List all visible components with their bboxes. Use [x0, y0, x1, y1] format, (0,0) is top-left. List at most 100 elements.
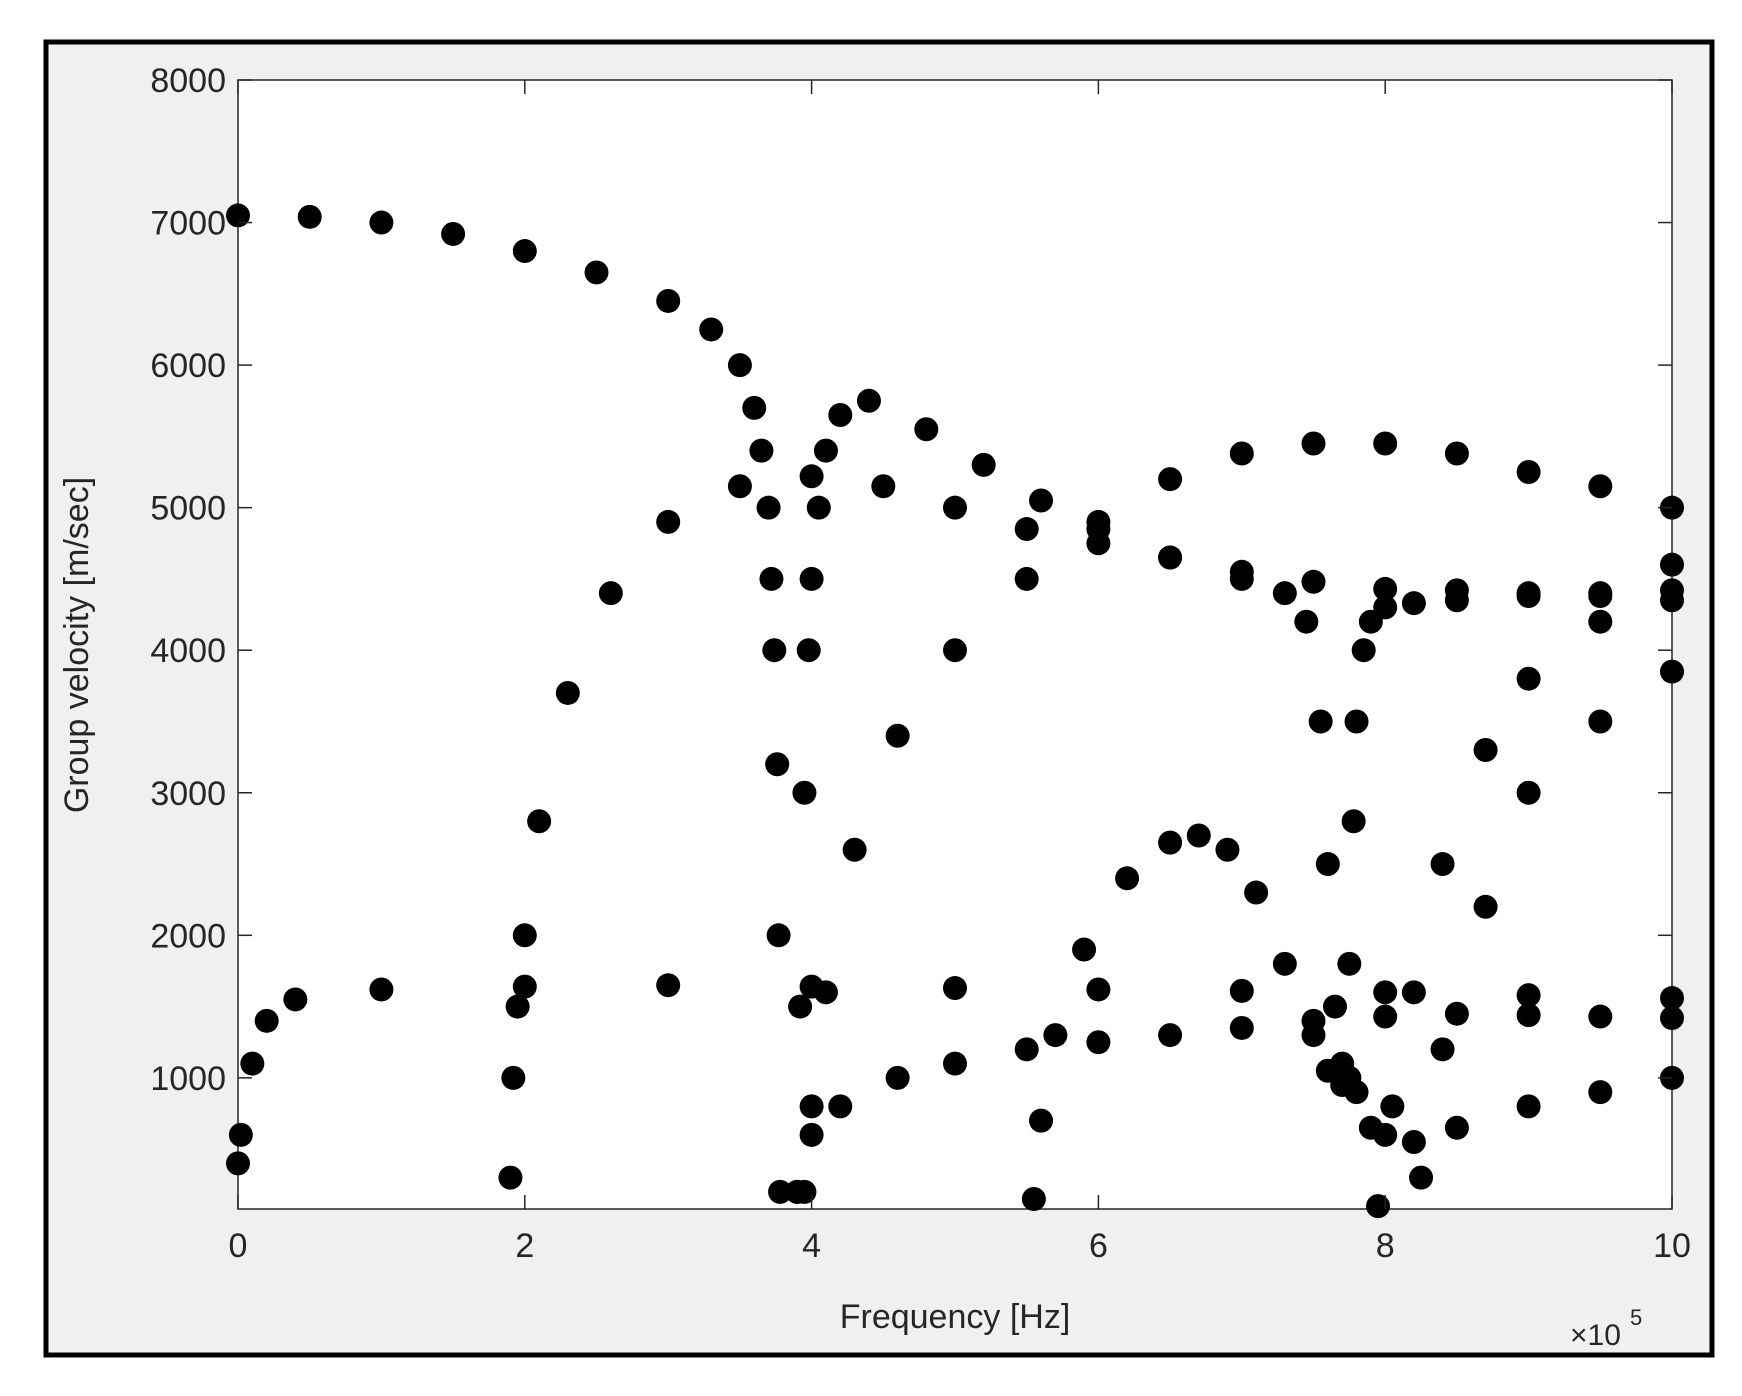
point — [1660, 1005, 1684, 1030]
point — [1401, 1130, 1426, 1155]
point — [501, 1065, 526, 1090]
point — [1588, 474, 1613, 499]
point — [369, 977, 394, 1002]
point — [766, 923, 791, 948]
point — [527, 809, 552, 834]
point — [441, 221, 466, 246]
point — [512, 974, 537, 999]
point — [699, 317, 724, 342]
point — [1315, 852, 1340, 877]
point — [1308, 709, 1333, 734]
point — [1301, 569, 1326, 594]
point — [555, 680, 580, 705]
marks — [226, 203, 1684, 1219]
point — [727, 474, 752, 499]
point — [762, 638, 787, 663]
point — [1660, 986, 1684, 1011]
point — [1516, 666, 1541, 691]
x-scale-exponent: 5 — [1630, 1305, 1642, 1330]
point — [799, 1122, 824, 1147]
point — [856, 388, 881, 413]
point — [1086, 531, 1111, 556]
point — [813, 438, 838, 463]
point — [1301, 1023, 1326, 1048]
point — [1272, 581, 1297, 606]
y-axis-label: Group velocity [m/sec] — [58, 477, 96, 813]
point — [226, 1151, 250, 1176]
point — [1215, 837, 1240, 862]
point — [1029, 1108, 1054, 1133]
point — [943, 638, 967, 663]
point — [1337, 951, 1362, 976]
point — [842, 837, 867, 862]
point — [914, 417, 939, 442]
point — [765, 752, 790, 777]
point — [1021, 1187, 1046, 1212]
point — [226, 203, 250, 228]
point — [1373, 1122, 1398, 1147]
point — [1516, 584, 1541, 609]
x-tick-label: 8 — [1376, 1227, 1395, 1265]
point — [796, 638, 821, 663]
point — [756, 495, 781, 520]
point — [1014, 517, 1039, 542]
point — [1373, 980, 1398, 1005]
x-tick-label: 0 — [229, 1227, 248, 1265]
x-axis-label: Frequency [Hz] — [840, 1298, 1071, 1336]
point — [1294, 609, 1319, 634]
point — [871, 474, 896, 499]
point — [1373, 431, 1398, 456]
point — [828, 1094, 853, 1119]
point — [1014, 1037, 1039, 1062]
x-tick-label: 6 — [1089, 1227, 1108, 1265]
point — [1158, 467, 1183, 492]
point — [1473, 737, 1498, 762]
point — [1115, 866, 1140, 891]
point — [1430, 852, 1455, 877]
point — [1516, 1003, 1541, 1028]
point — [1516, 983, 1541, 1008]
point — [1341, 809, 1366, 834]
point — [788, 994, 813, 1019]
point — [1086, 1030, 1111, 1055]
y-tick-label: 8000 — [150, 62, 226, 100]
point — [1444, 441, 1469, 466]
point — [1301, 431, 1326, 456]
point — [1244, 880, 1269, 905]
point — [828, 402, 853, 427]
point — [1444, 1001, 1469, 1026]
point — [1401, 980, 1426, 1005]
point — [1516, 460, 1541, 485]
point — [240, 1051, 265, 1076]
x-tick-label: 4 — [802, 1227, 821, 1265]
point — [1072, 937, 1097, 962]
point — [1086, 509, 1111, 534]
point — [656, 973, 681, 998]
point — [1351, 638, 1376, 663]
point — [505, 994, 530, 1019]
y-tick-label: 3000 — [150, 775, 226, 813]
point — [1373, 1004, 1398, 1029]
point — [297, 204, 322, 229]
point — [369, 210, 394, 235]
point — [228, 1122, 253, 1147]
point — [971, 452, 996, 477]
point — [1588, 1080, 1613, 1105]
point — [1029, 488, 1054, 513]
point — [799, 1094, 824, 1119]
point — [792, 1179, 817, 1204]
point — [1588, 581, 1613, 606]
x-scale-label: ×10 — [1570, 1319, 1621, 1352]
point — [1516, 1094, 1541, 1119]
point — [1043, 1023, 1068, 1048]
point — [792, 780, 817, 805]
point — [885, 1065, 910, 1090]
point — [799, 464, 824, 489]
y-tick-label: 4000 — [150, 632, 226, 670]
y-tick-label: 5000 — [150, 490, 226, 528]
y-tick-label: 2000 — [150, 917, 226, 955]
point — [1229, 559, 1254, 584]
point — [598, 581, 623, 606]
